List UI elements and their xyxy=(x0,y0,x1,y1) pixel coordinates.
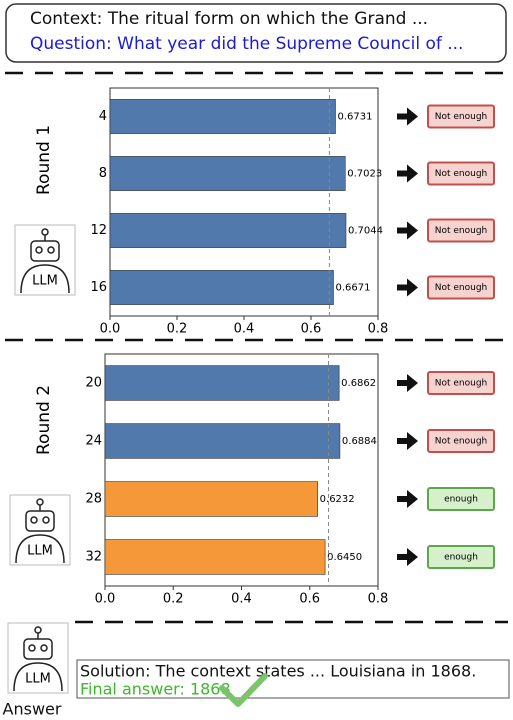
y-tick-label: 24 xyxy=(85,434,102,449)
arrow xyxy=(397,108,418,126)
judgment-text: Not enough xyxy=(435,112,488,122)
y-tick-label: 20 xyxy=(85,376,102,391)
arrow xyxy=(397,165,418,183)
context-text: Context: The ritual form on which the Gr… xyxy=(30,9,428,29)
arrow xyxy=(397,490,418,508)
x-tick-label: 0.0 xyxy=(100,322,121,337)
y-tick-label: 8 xyxy=(99,166,107,181)
x-tick-label: 0.4 xyxy=(231,592,252,607)
judgment-text: enough xyxy=(444,553,478,563)
answer-label: Answer xyxy=(3,700,62,719)
y-tick-label: 28 xyxy=(85,492,102,507)
x-tick-label: 0.4 xyxy=(234,322,255,337)
judgment-text: Not enough xyxy=(435,283,488,293)
arrow xyxy=(397,279,418,297)
bar xyxy=(105,366,339,401)
x-tick-label: 0.6 xyxy=(299,592,320,607)
value-label: 0.7044 xyxy=(348,226,383,237)
x-tick-label: 0.2 xyxy=(167,322,188,337)
value-label: 0.6884 xyxy=(342,436,377,447)
judgment-text: Not enough xyxy=(435,437,488,447)
bar xyxy=(105,540,325,575)
robot-label: LLM xyxy=(25,672,51,687)
value-label: 0.7023 xyxy=(347,169,382,180)
round-label: Round 2 xyxy=(34,385,54,455)
judgment-text: enough xyxy=(444,495,478,505)
final-answer: Final answer: 1868 xyxy=(80,680,231,699)
y-tick-label: 16 xyxy=(90,280,107,295)
arrow xyxy=(397,222,418,240)
y-tick-label: 32 xyxy=(85,550,102,565)
figure: Context: The ritual form on which the Gr… xyxy=(0,0,513,720)
solution-text: Solution: The context states ... Louisia… xyxy=(80,662,476,681)
x-tick-label: 0.2 xyxy=(163,592,184,607)
y-tick-label: 4 xyxy=(99,109,107,124)
x-tick-label: 0.6 xyxy=(301,322,322,337)
y-tick-label: 12 xyxy=(90,223,107,238)
robot-label: LLM xyxy=(32,274,58,289)
value-label: 0.6671 xyxy=(335,283,370,294)
arrow xyxy=(397,432,418,450)
robot-label: LLM xyxy=(27,544,53,559)
x-tick-label: 0.8 xyxy=(368,322,389,337)
judgment-text: Not enough xyxy=(435,226,488,236)
x-tick-label: 0.0 xyxy=(95,592,116,607)
question-text: Question: What year did the Supreme Coun… xyxy=(30,34,463,54)
arrow xyxy=(397,374,418,392)
bar xyxy=(110,213,346,247)
value-label: 0.6232 xyxy=(320,494,355,505)
arrow xyxy=(397,548,418,566)
bar xyxy=(105,424,340,459)
x-tick-label: 0.8 xyxy=(368,592,389,607)
value-label: 0.6450 xyxy=(327,552,362,563)
bar xyxy=(110,270,333,304)
value-label: 0.6862 xyxy=(341,378,376,389)
round-label: Round 1 xyxy=(34,125,54,195)
bar xyxy=(105,482,318,517)
judgment-text: Not enough xyxy=(435,169,488,179)
bar xyxy=(110,99,335,133)
bar xyxy=(110,156,345,190)
judgment-text: Not enough xyxy=(435,379,488,389)
value-label: 0.6731 xyxy=(337,112,372,123)
